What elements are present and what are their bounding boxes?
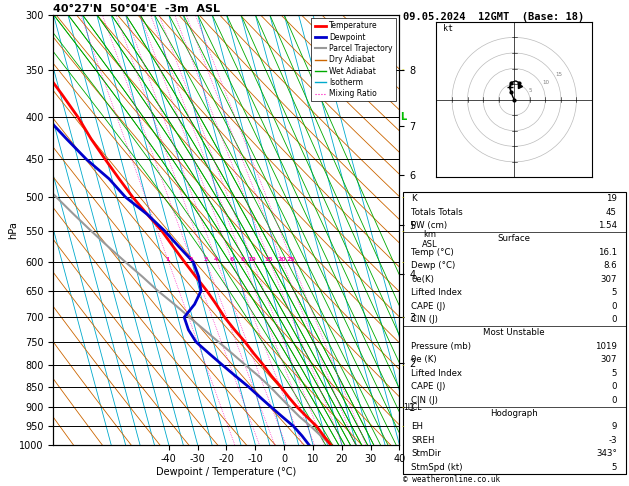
Text: EH: EH <box>411 422 423 432</box>
Text: -: - <box>401 67 404 72</box>
Text: PW (cm): PW (cm) <box>411 221 448 230</box>
Text: Temp (°C): Temp (°C) <box>411 248 454 257</box>
Text: -: - <box>401 114 404 121</box>
Text: 2: 2 <box>189 257 193 262</box>
Text: 9: 9 <box>611 422 617 432</box>
Text: 1: 1 <box>165 257 170 262</box>
Text: -: - <box>401 314 404 320</box>
Text: Hodograph: Hodograph <box>491 409 538 418</box>
Text: 1019: 1019 <box>595 342 617 351</box>
Text: 1LCL: 1LCL <box>404 402 422 412</box>
Text: 5: 5 <box>611 463 617 471</box>
Text: Pressure (mb): Pressure (mb) <box>411 342 472 351</box>
Text: StmDir: StmDir <box>411 449 441 458</box>
Text: -: - <box>401 423 404 429</box>
Text: Totals Totals: Totals Totals <box>411 208 463 217</box>
Text: SREH: SREH <box>411 436 435 445</box>
Text: Lifted Index: Lifted Index <box>411 369 462 378</box>
Text: 40°27'N  50°04'E  -3m  ASL: 40°27'N 50°04'E -3m ASL <box>53 4 221 14</box>
Text: 307: 307 <box>601 355 617 364</box>
Text: θe (K): θe (K) <box>411 355 437 364</box>
Text: CAPE (J): CAPE (J) <box>411 302 446 311</box>
Text: 09.05.2024  12GMT  (Base: 18): 09.05.2024 12GMT (Base: 18) <box>403 12 584 22</box>
Text: 5: 5 <box>611 369 617 378</box>
Text: 307: 307 <box>601 275 617 284</box>
Text: kt: kt <box>443 24 453 33</box>
Text: 4: 4 <box>214 257 218 262</box>
Text: 6: 6 <box>230 257 234 262</box>
Text: 5: 5 <box>611 288 617 297</box>
Text: Most Unstable: Most Unstable <box>484 329 545 337</box>
Text: -: - <box>401 362 404 368</box>
Text: L: L <box>400 112 406 122</box>
Text: CAPE (J): CAPE (J) <box>411 382 446 391</box>
Text: 3: 3 <box>203 257 208 262</box>
Text: 0: 0 <box>611 315 617 324</box>
Text: 10: 10 <box>248 257 256 262</box>
Text: -: - <box>401 228 404 234</box>
Text: 343°: 343° <box>596 449 617 458</box>
X-axis label: Dewpoint / Temperature (°C): Dewpoint / Temperature (°C) <box>157 467 296 477</box>
Text: 20: 20 <box>277 257 286 262</box>
Text: 10: 10 <box>542 80 549 85</box>
Text: 25: 25 <box>287 257 296 262</box>
Text: 0: 0 <box>611 396 617 404</box>
Text: 19: 19 <box>606 194 617 203</box>
Text: 15: 15 <box>555 72 562 77</box>
Text: © weatheronline.co.uk: © weatheronline.co.uk <box>403 474 499 484</box>
Text: CIN (J): CIN (J) <box>411 396 438 404</box>
Legend: Temperature, Dewpoint, Parcel Trajectory, Dry Adiabat, Wet Adiabat, Isotherm, Mi: Temperature, Dewpoint, Parcel Trajectory… <box>311 18 396 101</box>
Text: Lifted Index: Lifted Index <box>411 288 462 297</box>
Text: 1.54: 1.54 <box>598 221 617 230</box>
Text: K: K <box>411 194 417 203</box>
Text: Dewp (°C): Dewp (°C) <box>411 261 456 270</box>
Text: θe(K): θe(K) <box>411 275 435 284</box>
Text: -: - <box>401 404 404 410</box>
Text: 45: 45 <box>606 208 617 217</box>
Text: 0: 0 <box>611 382 617 391</box>
Text: Surface: Surface <box>498 234 531 243</box>
Y-axis label: hPa: hPa <box>8 221 18 239</box>
Text: 0: 0 <box>611 302 617 311</box>
Text: StmSpd (kt): StmSpd (kt) <box>411 463 463 471</box>
Text: 8.6: 8.6 <box>603 261 617 270</box>
Text: CIN (J): CIN (J) <box>411 315 438 324</box>
Text: 16.1: 16.1 <box>598 248 617 257</box>
Y-axis label: km
ASL: km ASL <box>421 230 437 249</box>
Text: 15: 15 <box>265 257 274 262</box>
Text: -: - <box>401 194 404 200</box>
Text: -: - <box>401 259 404 265</box>
Text: 8: 8 <box>241 257 245 262</box>
Text: -3: -3 <box>608 436 617 445</box>
Text: 5: 5 <box>528 88 532 93</box>
